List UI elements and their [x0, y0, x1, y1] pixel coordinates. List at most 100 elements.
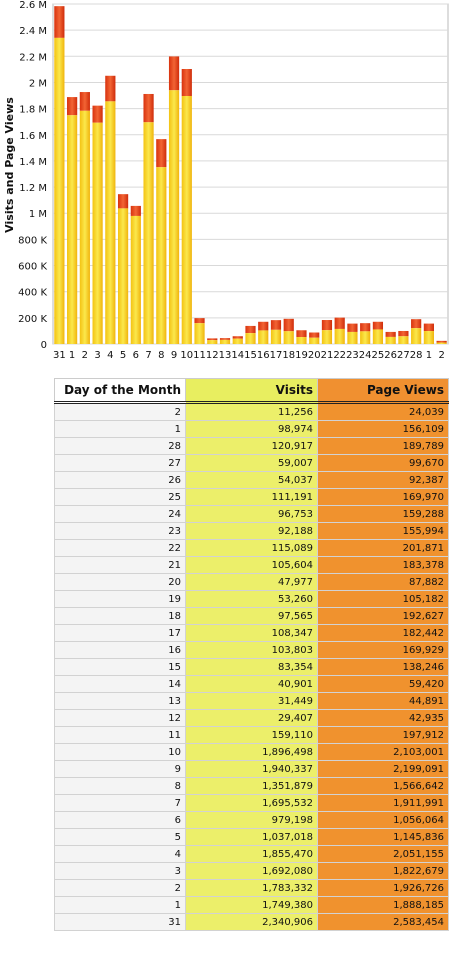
- cell-page-views: 189,789: [317, 437, 449, 455]
- bar-pageviews[interactable]: [207, 338, 218, 341]
- cell-page-views: 1,911,991: [317, 794, 449, 812]
- bar-pageviews[interactable]: [168, 56, 180, 91]
- cell-page-views: 92,387: [317, 471, 449, 489]
- x-tick-label: 9: [171, 350, 177, 361]
- bar-pageviews[interactable]: [67, 97, 78, 116]
- cell-visits: 1,037,018: [185, 828, 318, 846]
- bar-visits[interactable]: [143, 122, 154, 344]
- header-visits[interactable]: Visits: [185, 378, 318, 404]
- bar-visits[interactable]: [207, 340, 218, 344]
- cell-day: 4: [54, 845, 186, 863]
- bar-pageviews[interactable]: [296, 330, 307, 338]
- bar-visits[interactable]: [168, 90, 180, 344]
- x-tick-label: 26: [384, 350, 397, 361]
- bar-visits[interactable]: [270, 329, 282, 344]
- bar-visits[interactable]: [245, 333, 256, 344]
- bar-visits[interactable]: [385, 336, 396, 344]
- bar-pageviews[interactable]: [436, 340, 447, 343]
- bar-visits[interactable]: [232, 338, 243, 344]
- bar-pageviews[interactable]: [92, 105, 103, 123]
- bar-pageviews[interactable]: [347, 323, 358, 332]
- bar-visits[interactable]: [372, 329, 384, 344]
- bar-pageviews[interactable]: [143, 93, 154, 123]
- bar-visits[interactable]: [130, 215, 141, 344]
- bar-pageviews[interactable]: [334, 317, 345, 329]
- bar-visits[interactable]: [296, 337, 307, 344]
- bar-visits[interactable]: [321, 330, 333, 344]
- cell-page-views: 1,566,642: [317, 777, 449, 795]
- bar-pageviews[interactable]: [321, 320, 333, 331]
- bar-pageviews[interactable]: [309, 332, 320, 338]
- bar-visits[interactable]: [156, 167, 167, 344]
- x-tick-label: 3: [94, 350, 100, 361]
- cell-page-views: 1,926,726: [317, 879, 449, 897]
- bar-pageviews[interactable]: [117, 194, 129, 209]
- bar-pageviews[interactable]: [232, 336, 243, 339]
- cell-day: 2: [54, 879, 186, 897]
- cell-visits: 1,692,080: [185, 862, 318, 880]
- x-tick-label: 24: [359, 350, 372, 361]
- header-page-views[interactable]: Page Views: [317, 378, 449, 404]
- bar-pageviews[interactable]: [79, 92, 90, 111]
- cell-page-views: 1,145,836: [317, 828, 449, 846]
- bar-visits[interactable]: [92, 122, 103, 344]
- table-row: 28 120,917 189,789: [54, 437, 449, 455]
- x-tick-label: 1: [426, 350, 432, 361]
- bar-pageviews[interactable]: [398, 330, 409, 337]
- bar-pageviews[interactable]: [372, 321, 384, 330]
- bar-pageviews[interactable]: [156, 139, 167, 168]
- bar-pageviews[interactable]: [270, 320, 282, 330]
- bar-pageviews[interactable]: [385, 331, 396, 337]
- bar-visits[interactable]: [105, 101, 116, 344]
- bar-visits[interactable]: [309, 337, 320, 344]
- bar-visits[interactable]: [67, 115, 78, 344]
- bar-visits[interactable]: [181, 95, 192, 344]
- bar-pageviews[interactable]: [54, 6, 65, 38]
- bar-visits[interactable]: [258, 330, 269, 344]
- cell-day: 20: [54, 573, 186, 591]
- bar-pageviews[interactable]: [194, 318, 205, 324]
- bar-pageviews[interactable]: [283, 318, 294, 332]
- cell-page-views: 2,199,091: [317, 760, 449, 778]
- bar-visits[interactable]: [79, 110, 90, 344]
- bar-pageviews[interactable]: [219, 338, 231, 340]
- table-row: 15 83,354 138,246: [54, 658, 449, 676]
- cell-visits: 1,783,332: [185, 879, 318, 897]
- cell-day: 22: [54, 539, 186, 557]
- header-day[interactable]: Day of the Month: [54, 378, 186, 404]
- cell-visits: 83,354: [185, 658, 318, 676]
- table-row: 16 103,803 169,929: [54, 641, 449, 659]
- table-row: 1 1,749,380 1,888,185: [54, 896, 449, 914]
- table-row: 21 105,604 183,378: [54, 556, 449, 574]
- bar-visits[interactable]: [398, 336, 409, 344]
- bar-visits[interactable]: [334, 328, 345, 344]
- cell-day: 2: [54, 402, 186, 421]
- cell-visits: 96,753: [185, 505, 318, 523]
- bar-pageviews[interactable]: [181, 68, 192, 96]
- bar-visits[interactable]: [219, 339, 231, 344]
- bar-visits[interactable]: [117, 208, 129, 344]
- cell-page-views: 2,583,454: [317, 913, 449, 931]
- bar-visits[interactable]: [423, 331, 434, 344]
- bar-pageviews[interactable]: [245, 325, 256, 334]
- bar-pageviews[interactable]: [130, 205, 141, 216]
- bar-pageviews[interactable]: [423, 323, 434, 332]
- y-tick-label: 800 K: [18, 235, 47, 246]
- bar-visits[interactable]: [347, 331, 358, 344]
- bar-visits[interactable]: [54, 37, 65, 344]
- bar-pageviews[interactable]: [105, 75, 116, 102]
- bar-pageviews[interactable]: [411, 319, 422, 329]
- cell-page-views: 24,039: [317, 402, 449, 421]
- bar-pageviews[interactable]: [258, 321, 269, 331]
- bar-pageviews[interactable]: [360, 323, 371, 332]
- bar-visits[interactable]: [411, 328, 422, 344]
- bar-visits[interactable]: [194, 323, 205, 344]
- table-row: 2 1,783,332 1,926,726: [54, 879, 449, 897]
- cell-page-views: 1,822,679: [317, 862, 449, 880]
- cell-page-views: 99,670: [317, 454, 449, 472]
- cell-page-views: 42,935: [317, 709, 449, 727]
- x-tick-label: 21: [321, 350, 334, 361]
- bar-visits[interactable]: [283, 331, 294, 344]
- bar-visits[interactable]: [360, 331, 371, 344]
- bar-visits[interactable]: [436, 342, 447, 344]
